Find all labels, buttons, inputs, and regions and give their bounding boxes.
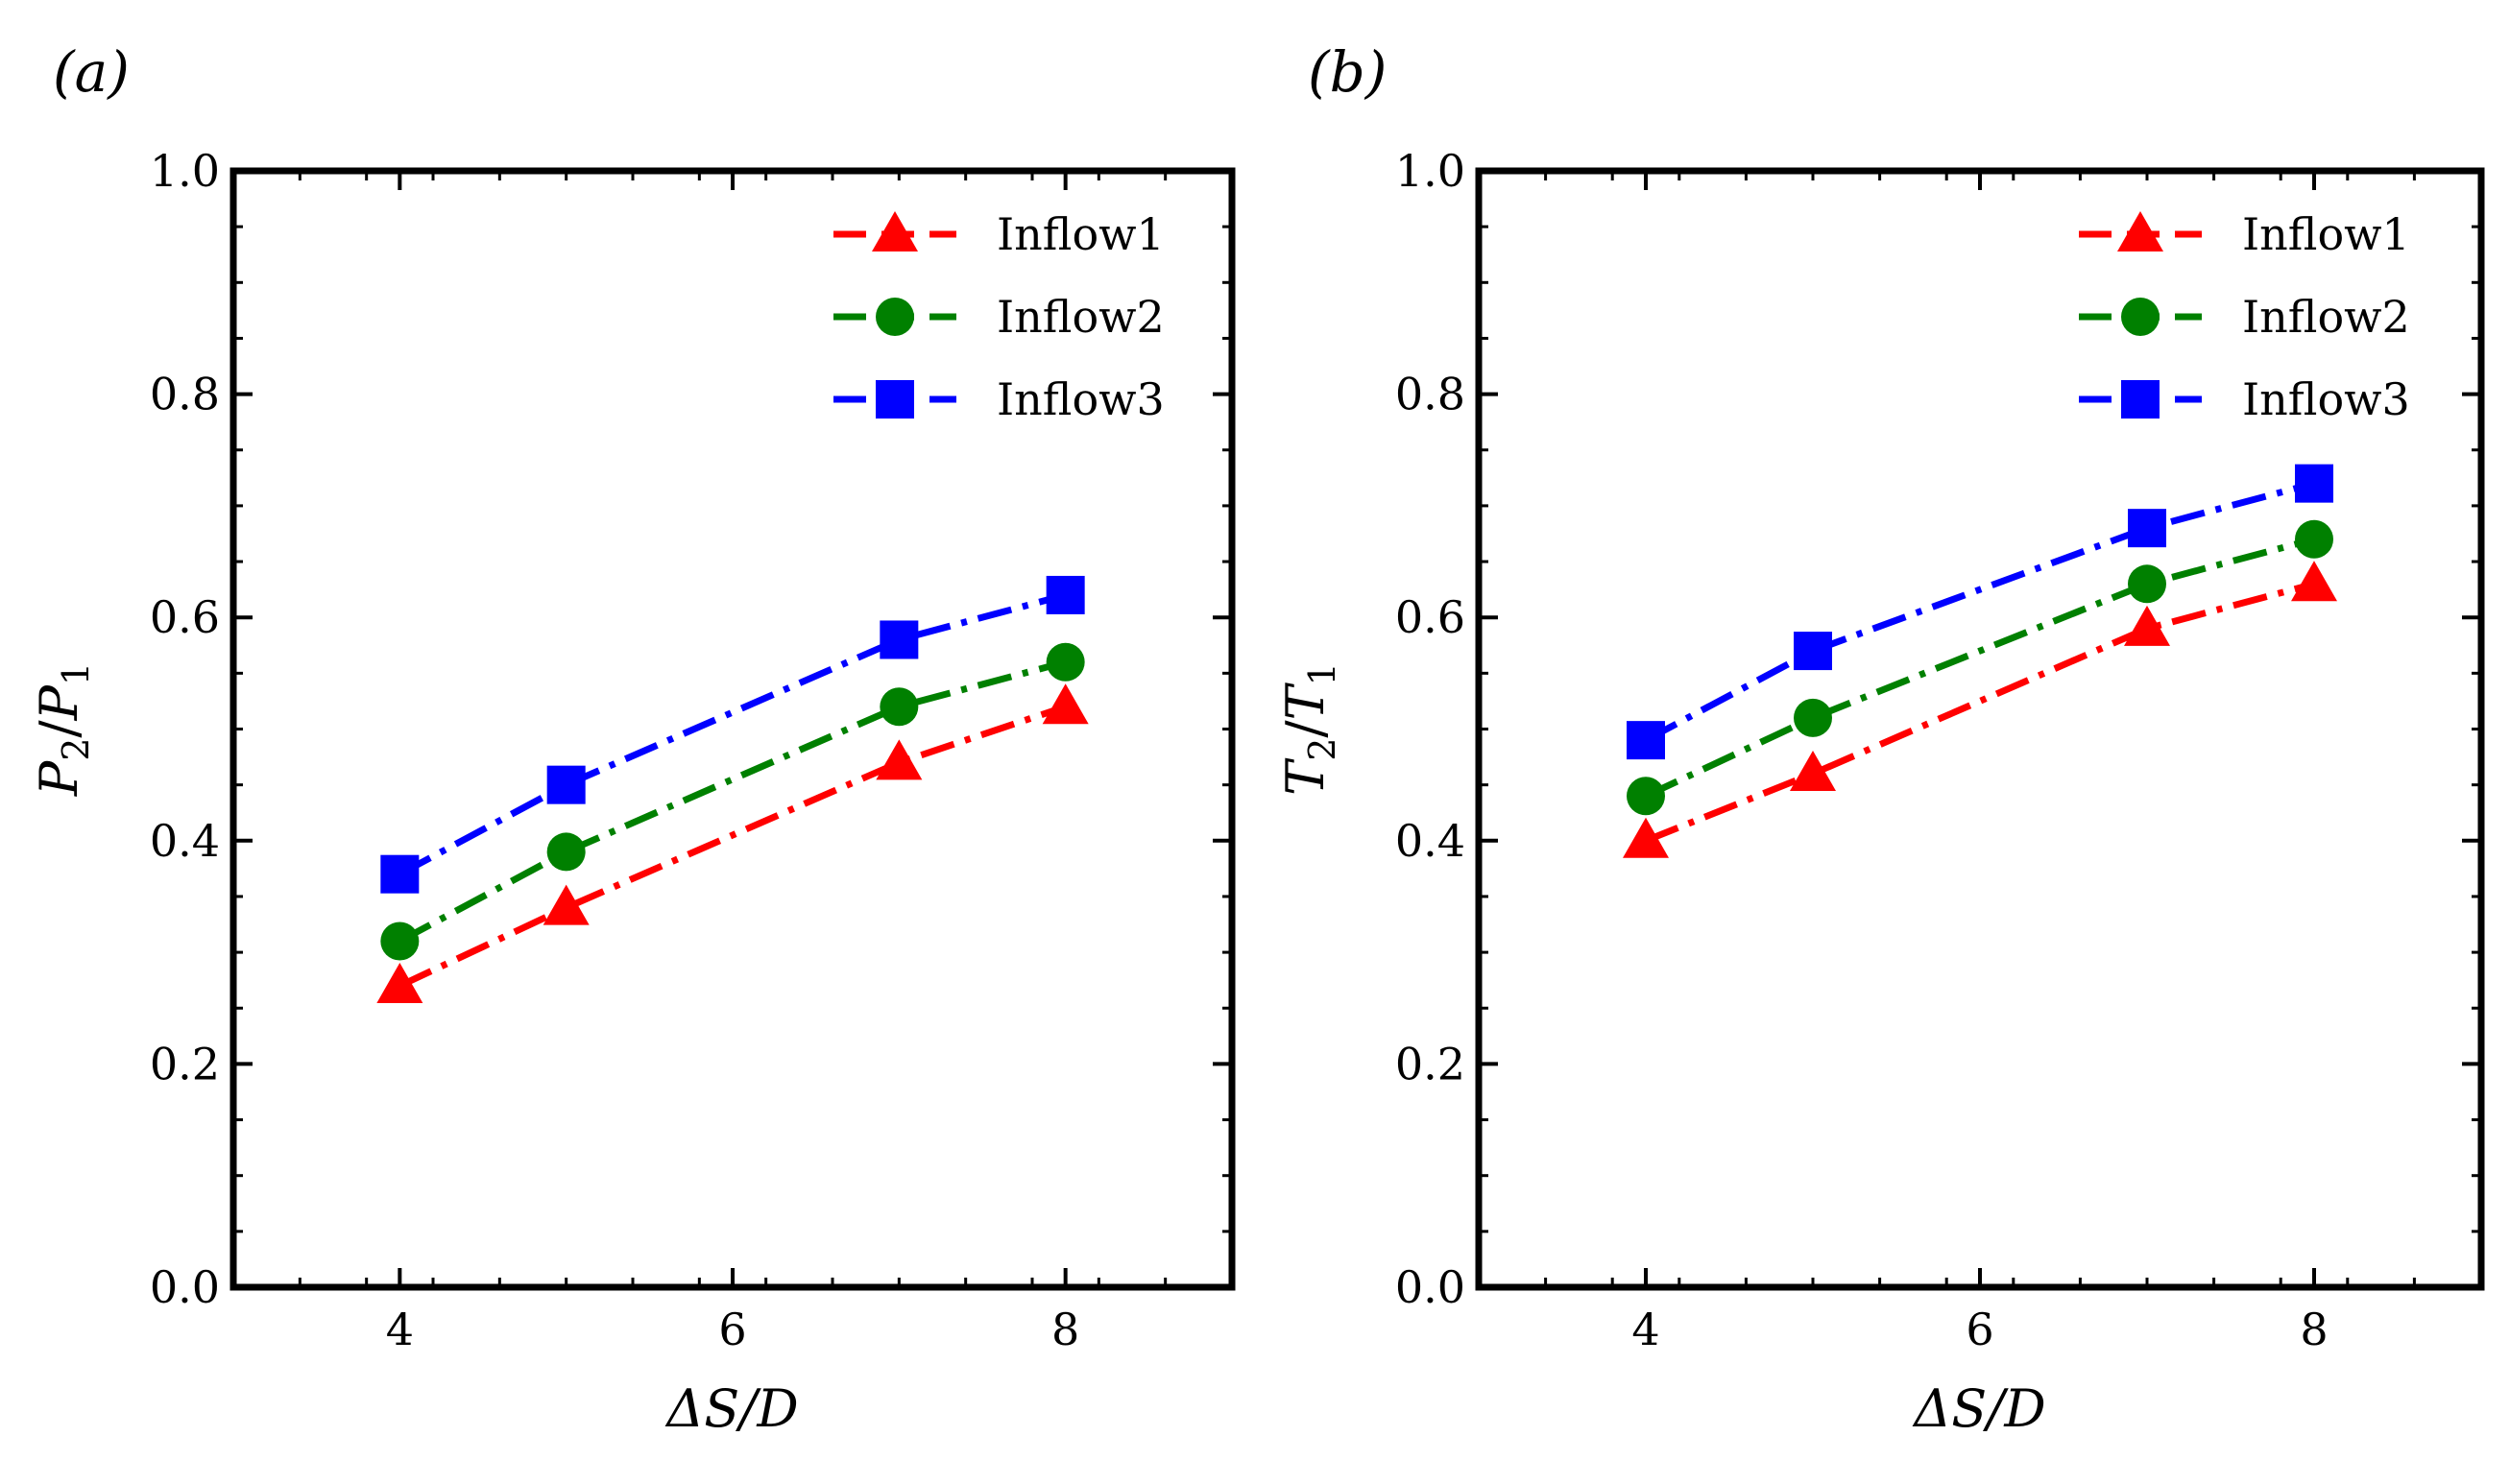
x-tick-label: 8	[1051, 1304, 1079, 1355]
data-point	[1794, 632, 1832, 671]
x-axis-label: ΔS/D	[664, 1378, 798, 1439]
data-point	[1627, 777, 1665, 816]
data-point	[1042, 683, 1089, 725]
legend-label: Inflow1	[997, 208, 1165, 260]
y-tick-label: 1.0	[1395, 145, 1465, 197]
data-point	[2128, 509, 2166, 548]
legend-marker	[876, 380, 914, 419]
y-tick-label: 0.6	[1395, 591, 1465, 643]
y-axis-label-part: /	[29, 720, 89, 738]
y-tick-label: 0.4	[1395, 815, 1465, 867]
legend-marker	[2121, 380, 2160, 419]
x-tick-label: 6	[718, 1304, 746, 1355]
y-tick-label: 0.6	[150, 591, 220, 643]
legend: Inflow1 Inflow2 Inflow3	[2079, 208, 2410, 425]
x-tick-label: 8	[2300, 1304, 2328, 1355]
data-point	[1790, 751, 1836, 792]
x-axis-label: ΔS/D	[1912, 1378, 2045, 1439]
data-point	[1046, 575, 1085, 614]
legend-label: Inflow3	[2242, 373, 2410, 425]
series-line	[398, 658, 1067, 945]
y-axis-label: T2/T1	[1275, 662, 1343, 796]
series-line	[1644, 480, 2315, 744]
y-axis-label-part: T	[1275, 757, 1336, 796]
y-axis-label-part: 1	[55, 662, 97, 685]
y-tick-label: 0.2	[150, 1038, 220, 1089]
panel-a: (a)0.00.20.40.60.81.04 6 8ΔS/DP2/P1Inflow1…	[29, 39, 1236, 1439]
data-point	[2128, 564, 2166, 604]
data-point	[380, 854, 420, 894]
data-point	[546, 765, 586, 804]
legend-marker	[2121, 298, 2160, 336]
y-axis-label-part: T	[1275, 682, 1336, 720]
data-point	[2295, 464, 2333, 503]
legend-label: Inflow1	[2242, 208, 2410, 260]
data-point	[2291, 561, 2337, 602]
data-point	[1627, 721, 1665, 760]
data-point	[376, 962, 423, 1003]
data-point	[880, 687, 919, 727]
series-line	[398, 591, 1067, 877]
data-point	[1046, 642, 1085, 682]
series-inflow2	[1627, 519, 2333, 816]
panel-label: (b)	[1308, 39, 1387, 105]
legend-label: Inflow2	[997, 291, 1165, 343]
series-inflow1	[1623, 561, 2337, 858]
data-point	[2295, 519, 2333, 559]
x-tick-label: 4	[386, 1304, 414, 1355]
legend-label: Inflow2	[2242, 291, 2410, 343]
y-tick-label: 0.0	[150, 1261, 220, 1313]
plot-frame	[229, 167, 1236, 1291]
series-inflow3	[1627, 464, 2333, 760]
y-axis-label: P2/P1	[29, 662, 97, 797]
y-axis-label-part: /	[1275, 720, 1336, 738]
data-point	[880, 620, 919, 659]
data-point	[2124, 605, 2170, 646]
legend-marker	[876, 298, 914, 336]
panel-label: (a)	[53, 39, 130, 105]
legend-marker	[872, 211, 918, 251]
x-tick-label: 6	[1966, 1304, 1993, 1355]
y-tick-label: 0.2	[1395, 1038, 1465, 1089]
y-axis-label-part: P	[29, 759, 89, 797]
legend: Inflow1 Inflow2 Inflow3	[833, 208, 1165, 425]
y-axis-label-part: 2	[1301, 738, 1343, 761]
data-point	[380, 922, 420, 961]
data-point	[543, 884, 590, 925]
y-tick-label: 0.0	[1395, 1261, 1465, 1313]
panel-b: (b)0.00.20.40.60.81.04 6 8ΔS/DT2/T1Inflow1…	[1275, 39, 2485, 1439]
y-tick-label: 1.0	[150, 145, 220, 197]
series-line	[1644, 580, 2315, 845]
y-tick-label: 0.8	[150, 369, 220, 420]
series-line	[398, 703, 1067, 990]
y-tick-label: 0.8	[1395, 369, 1465, 420]
data-point	[1623, 817, 1669, 858]
x-tick-label: 4	[1631, 1304, 1659, 1355]
data-point	[546, 832, 586, 872]
legend-marker	[2117, 211, 2163, 251]
series-inflow1	[376, 683, 1089, 1003]
y-tick-label: 0.4	[150, 815, 220, 867]
plot-frame	[1475, 167, 2485, 1291]
y-axis-label-part: 1	[1301, 662, 1343, 685]
series-inflow2	[380, 642, 1085, 961]
data-point	[1794, 698, 1832, 737]
series-inflow3	[380, 575, 1085, 894]
y-axis-label-part: 2	[55, 738, 97, 761]
series-line	[1644, 536, 2315, 800]
data-point	[876, 739, 923, 780]
y-axis-label-part: P	[29, 683, 89, 721]
legend-label: Inflow3	[997, 373, 1165, 425]
